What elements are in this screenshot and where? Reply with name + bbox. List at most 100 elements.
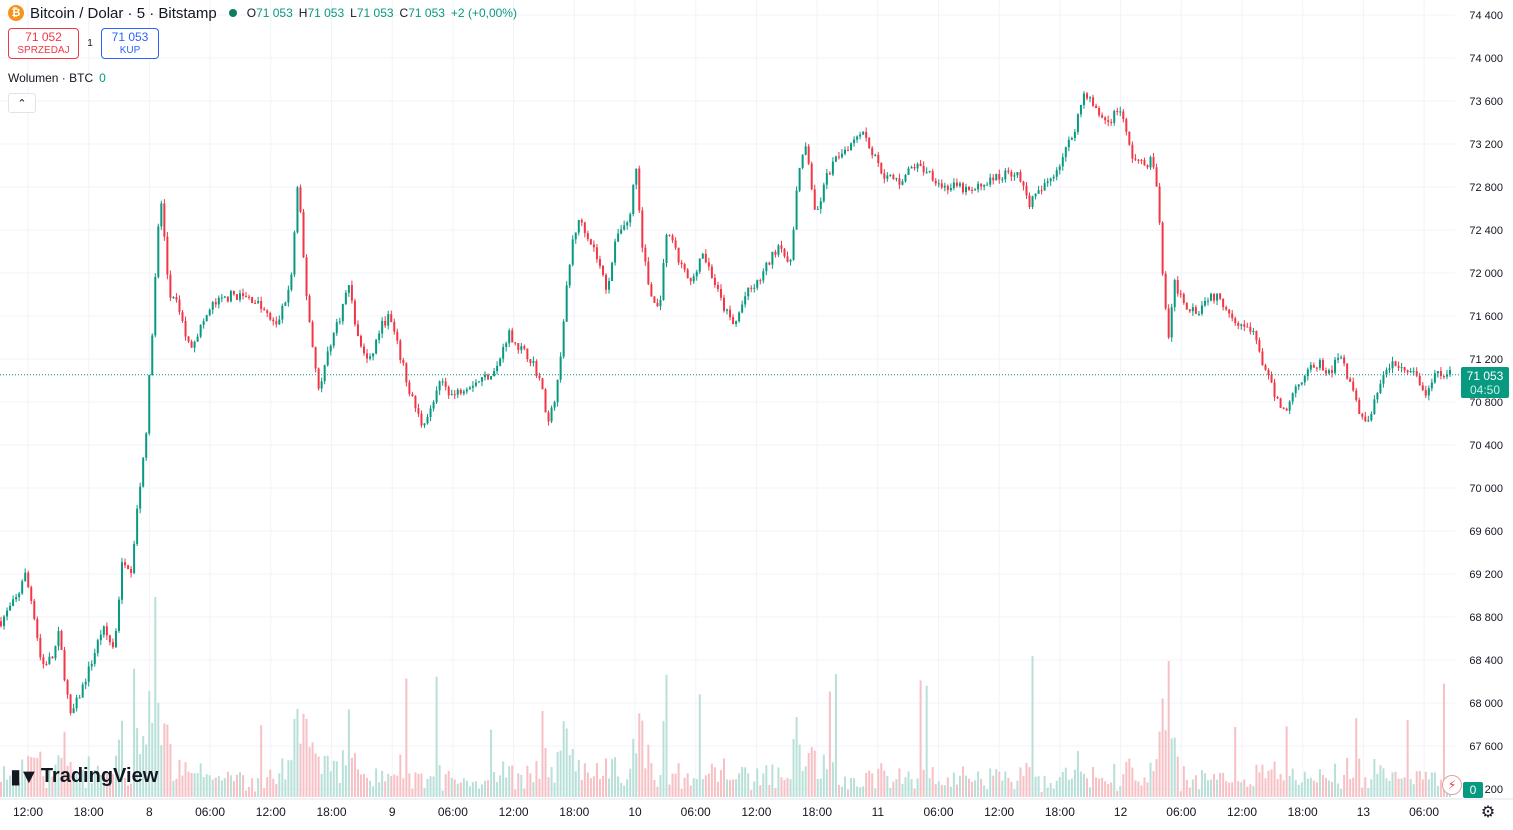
candle-body [568, 264, 571, 286]
high-value: 71 053 [307, 6, 345, 20]
volume-bar [595, 763, 598, 797]
volume-bar [350, 757, 353, 797]
candle-body [1321, 360, 1324, 371]
volume-bar [843, 776, 846, 797]
y-axis-ticks[interactable]: 74 400 74 000 73 600 73 200 72 800 72 400 72 0… [1469, 10, 1503, 796]
x-tick-label: 18:00 [74, 805, 104, 819]
volume-bar [208, 775, 211, 797]
volume-bar [1252, 786, 1255, 797]
volume-bar [66, 765, 69, 797]
candle-body [1288, 401, 1291, 411]
candle-body [541, 378, 544, 390]
volume-bar [620, 782, 623, 797]
volume-bar [741, 766, 744, 797]
candle-body [480, 377, 483, 382]
candle-body [526, 348, 529, 360]
volume-bar [287, 760, 290, 797]
volume-bar [359, 774, 362, 797]
volume-bar [695, 779, 698, 797]
volume-bar [856, 786, 859, 797]
volume-bar [1013, 789, 1016, 797]
volume-bar [369, 780, 372, 797]
candle-body [1001, 179, 1004, 181]
volume-bar [819, 778, 822, 797]
y-tick-label: 69 200 [1469, 569, 1503, 581]
candle-body [27, 572, 30, 588]
candle-body [1110, 121, 1113, 123]
volume-legend[interactable]: Wolumen · BTC 0 [8, 71, 106, 85]
volume-bar [729, 780, 732, 797]
sell-button[interactable]: 71 052 SPRZEDAJ [8, 28, 79, 59]
volume-bar [940, 784, 943, 797]
volume-bar [989, 768, 992, 797]
candle-body [45, 664, 48, 666]
volume-bar [502, 761, 505, 797]
candle-body [426, 417, 429, 424]
settings-button[interactable]: ⚙ [1478, 802, 1498, 822]
volume-bar [1282, 780, 1285, 797]
volume-bar [804, 766, 807, 797]
candle-body [992, 177, 995, 181]
volume-bar [323, 755, 326, 797]
candle-body [441, 381, 444, 383]
volume-bar [148, 691, 151, 797]
volume-bar [532, 782, 535, 797]
volume-bar [635, 753, 638, 797]
candle-body [1352, 381, 1355, 391]
tradingview-logo[interactable]: ▮▼ TradingView [10, 764, 158, 789]
candle-body [477, 381, 480, 383]
candle-body [302, 211, 305, 258]
volume-bar [1285, 726, 1288, 797]
candle-body [986, 184, 989, 186]
candle-body [1225, 307, 1228, 310]
volume-bar [898, 768, 901, 797]
candle-body [1424, 390, 1427, 396]
candle-body [314, 347, 317, 369]
candle-body [898, 178, 901, 185]
lightning-button[interactable]: ⚡ [1442, 775, 1462, 795]
candle-body [1188, 309, 1191, 312]
volume-bar [184, 762, 187, 797]
candle-body [72, 708, 75, 714]
candle-body [396, 331, 399, 341]
x-axis-ticks[interactable]: 12:00 18:00 8 06:00 12:00 18:00 9 06:00 12:00 18:… [13, 805, 1439, 819]
volume-bar [1243, 779, 1246, 797]
candle-body [868, 137, 871, 149]
volume-bar [1058, 777, 1061, 797]
volume-bar [798, 744, 801, 797]
candle-body [856, 136, 859, 140]
candle-body [12, 599, 15, 606]
collapse-legend-button[interactable]: ⌃ [8, 93, 36, 113]
volume-bar [39, 751, 42, 797]
volume-bar [623, 785, 626, 797]
candle-body [405, 363, 408, 383]
volume-bar [266, 777, 269, 797]
candle-body [402, 360, 405, 364]
candle-body [1146, 165, 1149, 168]
volume-bar [217, 776, 220, 797]
candle-body [154, 276, 157, 336]
candle-body [571, 239, 574, 265]
candle-body [801, 154, 804, 168]
volume-bar [1400, 778, 1403, 797]
volume-bar [565, 728, 568, 797]
volume-bar [1125, 761, 1128, 797]
volume-bar [689, 785, 692, 797]
volume-bar [114, 755, 117, 797]
candle-body [450, 394, 453, 396]
candle-body [127, 565, 130, 569]
volume-bar [1367, 787, 1370, 797]
candle-body [151, 335, 154, 376]
symbol-title[interactable]: Bitcoin / Dolar · 5 · Bitstamp [30, 4, 217, 22]
x-tick-label: 13 [1357, 805, 1371, 819]
volume-bar [1170, 738, 1173, 797]
volume-bar [429, 776, 432, 797]
candle-body [998, 174, 1001, 180]
volume-bar [499, 775, 502, 797]
buy-button[interactable]: 71 053 KUP [101, 28, 159, 59]
candle-body [608, 281, 611, 290]
volume-bar [1409, 779, 1412, 797]
volume-bar [571, 748, 574, 797]
candle-body [1391, 361, 1394, 369]
